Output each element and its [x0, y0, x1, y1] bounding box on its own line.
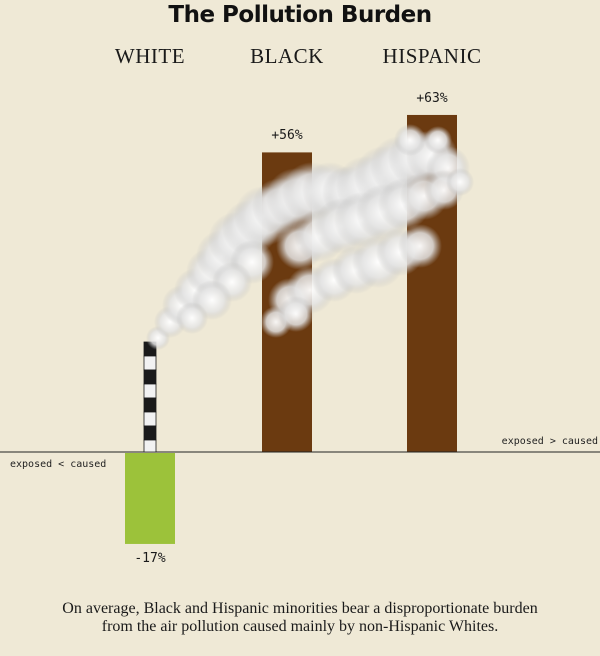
- smoke-puff: [278, 296, 314, 332]
- smoke-puff: [394, 124, 426, 156]
- smoke-puff: [176, 302, 208, 334]
- smoke-puff: [398, 224, 442, 268]
- chimney-icon: [143, 341, 157, 453]
- annotation-exposed-less: exposed < caused: [10, 459, 107, 470]
- chart-title: The Pollution Burden: [168, 2, 432, 28]
- bar-white: [125, 453, 175, 544]
- chimney-segment: [143, 425, 157, 441]
- annotation-exposed-greater: exposed > caused: [501, 436, 598, 447]
- category-label-black: BLACK: [250, 44, 324, 68]
- smoke-puff: [424, 126, 452, 154]
- chimney-segment: [143, 411, 157, 427]
- value-label-white: -17%: [134, 550, 166, 566]
- chimney-segment: [143, 383, 157, 399]
- smoke-cloud: [146, 124, 474, 350]
- chimney-segment: [143, 355, 157, 371]
- category-label-hispanic: HISPANIC: [382, 44, 482, 68]
- category-label-white: WHITE: [114, 44, 186, 68]
- value-label-black: +56%: [271, 128, 303, 144]
- chimney-segment: [143, 369, 157, 385]
- chart-caption: On average, Black and Hispanic minoritie…: [62, 600, 538, 635]
- value-label-hispanic: +63%: [416, 90, 448, 106]
- smoke-puff: [446, 168, 474, 196]
- chimney-segment: [143, 439, 157, 453]
- chimney-segment: [143, 397, 157, 413]
